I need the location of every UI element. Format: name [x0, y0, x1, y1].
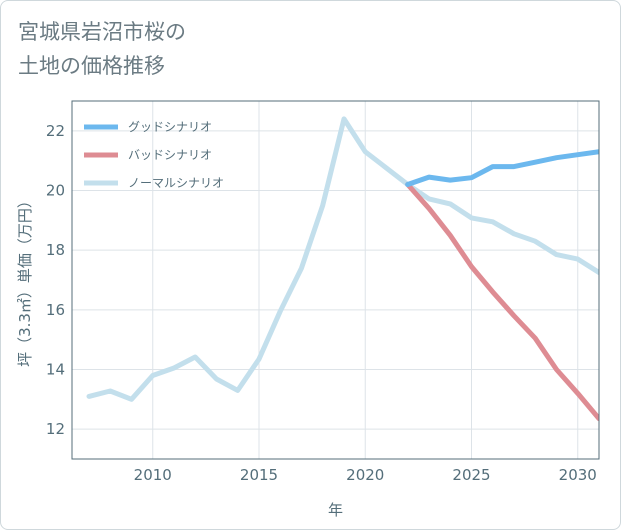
series-line-2	[86, 116, 599, 402]
y-tick-label: 20	[46, 182, 65, 200]
y-tick-label: 12	[46, 420, 65, 438]
y-tick-label: 18	[46, 241, 65, 259]
plot-frame	[71, 100, 600, 460]
chart-title: 宮城県岩沼市桜の 土地の価格推移	[18, 15, 186, 83]
legend-label-1: バッドシナリオ	[128, 148, 212, 162]
legend-label-2: ノーマルシナリオ	[128, 176, 224, 190]
x-tick-label: 2010	[134, 466, 172, 484]
series-line-1	[405, 182, 599, 422]
y-tick-label: 14	[46, 361, 65, 379]
y-tick-label: 22	[46, 122, 65, 140]
x-tick-label: 2015	[240, 466, 278, 484]
series-lines	[86, 116, 599, 422]
x-tick-label: 2030	[559, 466, 597, 484]
axes: 12 14 16 18 20 22 2010 2015 2020 2025 2030 年 坪（3.3㎡）…	[16, 100, 600, 519]
chart-title-line-2: 土地の価格推移	[18, 54, 165, 78]
series-line-0	[405, 149, 599, 187]
chart-title-line-1: 宮城県岩沼市桜の	[18, 20, 186, 44]
grid-lines	[72, 101, 599, 459]
x-tick-label: 2020	[346, 466, 384, 484]
y-axis-title: 坪（3.3㎡）単価（万円）	[16, 193, 34, 367]
y-tick-label: 16	[46, 301, 65, 319]
x-tick-label: 2025	[452, 466, 490, 484]
x-axis-title: 年	[328, 501, 343, 519]
legend-label-0: グッドシナリオ	[128, 120, 212, 134]
